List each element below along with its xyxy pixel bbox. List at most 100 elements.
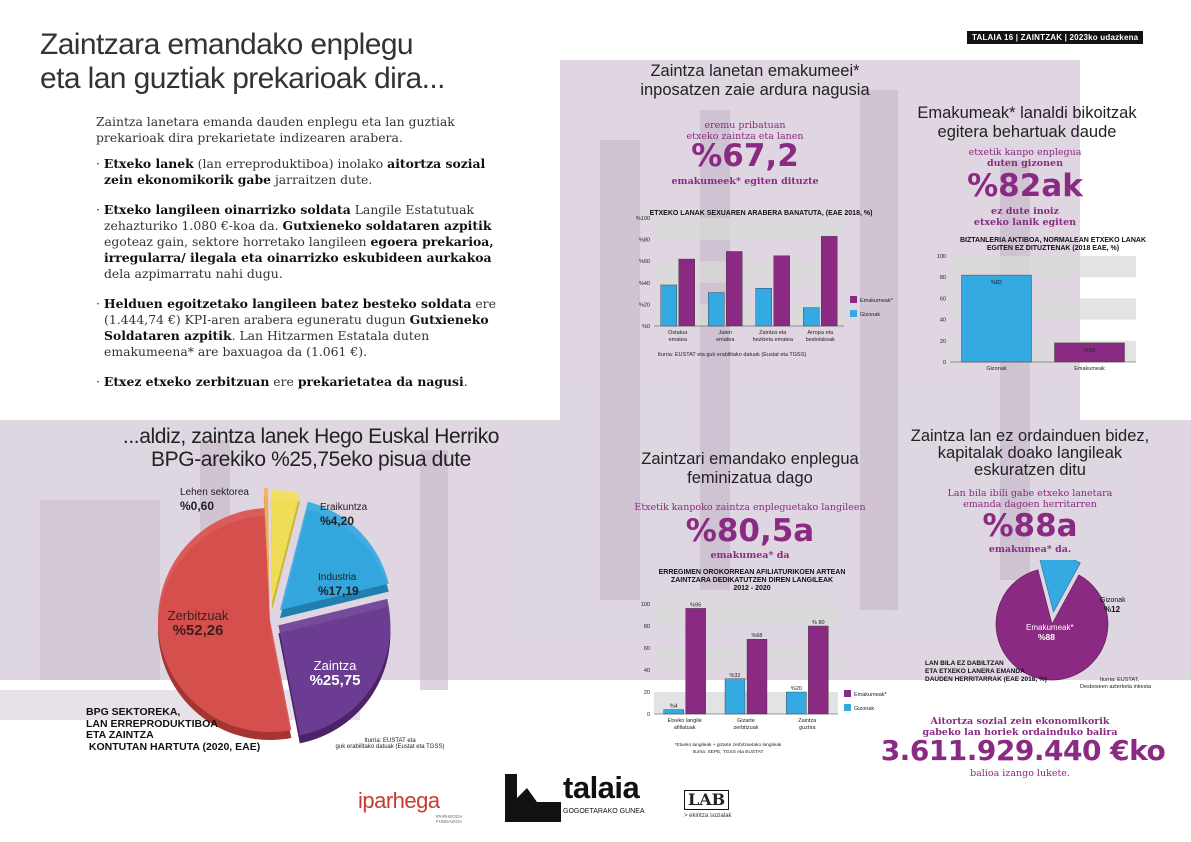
grid-band	[654, 604, 838, 626]
y-tick-label: 100	[937, 254, 946, 260]
pie-section-title: ...aldiz, zaintza lanek Hego Euskal Herr…	[96, 425, 526, 471]
legend-swatch-emakumeak	[844, 690, 851, 697]
chart-source: Iturria: SEPE, TGSS eta EUSTAT	[693, 749, 764, 755]
y-tick-label: 100	[641, 602, 650, 608]
x-category-label: guztira	[799, 725, 816, 731]
bar-gizonak	[660, 284, 677, 327]
unpaid-source-l2: Desboseen azterketa inkesta	[1080, 684, 1151, 690]
text-run: Etxez etxeko zerbitzuan	[103, 374, 270, 389]
talaia-logo: talaia GOGOETARAKO GUNEA	[503, 768, 663, 828]
value-amount: 3.611.929.440 €ko	[880, 734, 1166, 767]
unpaid-source: Iturria: EUSTAT, Desboseen azterketa ink…	[1080, 677, 1151, 691]
unpaid-title-l3: eskuratzen ditu	[974, 461, 1086, 479]
pie-bottom-label-l2: LAN ERREPRODUKTIBOA	[86, 717, 218, 730]
bar-gizonak	[803, 307, 820, 327]
double-shift-sub1: etxetik kanpo enplegua	[968, 147, 1082, 158]
bar-gizonak	[708, 292, 725, 327]
text-run: Helduen egoitzetako langileen batez best…	[103, 296, 472, 311]
x-category-label: hezkieta ematea	[753, 337, 794, 343]
iparhegoa-small-l2: FUNDAZIOA	[436, 819, 463, 824]
double-shift-sub3-l2: etxeko lanik egiten	[973, 217, 1077, 228]
pie-slice-industria	[279, 501, 389, 611]
lab-logo-sub: > ekintza sozialak	[684, 813, 732, 819]
issue-tag: TALAIA 16 | ZAINTZAK | 2023ko udazkena	[967, 31, 1144, 44]
text-run: egoteaz gain, sektore horretako langilee…	[104, 234, 371, 249]
bar-emakumeak	[1054, 342, 1125, 363]
unpaid-sub: Lan bila ibili gabe etxeko lanetara eman…	[930, 488, 1130, 510]
bar-value-label: %18	[1084, 348, 1095, 354]
bar-emakumeak	[746, 638, 768, 715]
bar-emakumeak	[808, 625, 829, 715]
double-shift-title-l2: egitera behartuak daude	[937, 123, 1117, 141]
pie-slice-gizonak	[1039, 560, 1081, 613]
legend-swatch-gizonak	[850, 310, 857, 317]
x-category-label: Etxeko langile	[668, 718, 702, 724]
bar-emakumeak	[821, 236, 838, 327]
women-care-big: %67,2	[691, 138, 799, 174]
y-tick-label: %100	[636, 216, 650, 222]
text-run: .	[463, 374, 468, 389]
text-run: (lan erreproduktiboa) inolako	[193, 156, 388, 171]
x-category-label: Zaintza eta	[759, 330, 787, 336]
y-tick-label: 0	[647, 712, 650, 718]
women-care-sub1: eremu pribatuan	[704, 120, 786, 131]
y-tick-label: 40	[940, 318, 946, 324]
pie-slice-emakumeak	[995, 569, 1109, 681]
double-shift-title-l1: Emakumeak* lanaldi bikoitzak	[917, 104, 1137, 122]
intro-text: Zaintza lanetara emanda dauden enplegu e…	[96, 114, 516, 390]
unpaid-title-l2: kapitalak doako langileak	[937, 444, 1123, 462]
y-tick-label: 60	[940, 296, 946, 302]
bullet-4: · Etxez etxeko zerbitzuan ere prekarieta…	[96, 374, 468, 389]
bar-emakumeak	[678, 258, 695, 327]
y-tick-label: %0	[642, 324, 650, 330]
iparhegoa-logo-small: IPARHEGOA FUNDAZIOA	[358, 814, 462, 824]
y-tick-label: %80	[639, 238, 650, 244]
pie-slice-zerbitzuak	[157, 508, 292, 732]
iparhegoa-logo: iparhega IPARHEGOA FUNDAZIOA	[358, 788, 462, 824]
x-category-label: Arropa eta	[807, 330, 834, 336]
page-title-line2: eta lan guztiak prekarioak dira...	[40, 62, 445, 95]
y-tick-label: 40	[644, 668, 650, 674]
pie-label-value: %0,60	[180, 499, 214, 513]
pie-label-value: %4,20	[320, 514, 354, 528]
text-run: Gutxieneko Soldataren azpitik	[104, 312, 489, 343]
pie-label-name: Lehen sektorea	[180, 487, 249, 498]
pie-slice-zaintza	[278, 598, 391, 736]
double-shift-sub3-l1: ez dute inoiz	[991, 206, 1059, 217]
unpaid-source-l1: Iturria: EUSTAT,	[1100, 677, 1139, 683]
y-tick-label: 80	[940, 275, 946, 281]
text-run: jarraitzen dute.	[271, 172, 373, 187]
legend-label-emakumeak: Emakumeak*	[860, 298, 894, 304]
y-tick-label: 80	[644, 624, 650, 630]
bar-gizonak	[663, 709, 684, 715]
grid-band	[654, 218, 844, 240]
bar-value-label: %20	[791, 686, 802, 692]
value-lead: Aitortza sozial zein ekonomikorik gabeko…	[870, 716, 1170, 738]
unpaid-sub2: emanda dagoen herritarren	[963, 499, 1097, 510]
women-care-title-l2: inposatzen zaie ardura nagusia	[640, 81, 870, 99]
text-run: Langile Estatutuak zehazturiko 1.080 €-k…	[104, 202, 475, 233]
x-category-label: Zaintza	[798, 718, 817, 724]
pie-label-value: %88	[1038, 632, 1055, 642]
pie-label-name: Gizonak	[1100, 597, 1126, 604]
chart-title: 2012 - 2020	[733, 585, 770, 592]
chart-title: ETXEKO LANAK SEXUAREN ARABERA BANATUTA, …	[650, 210, 873, 217]
grid-band	[950, 256, 1136, 278]
bar-gizonak	[755, 287, 772, 327]
x-category-label: bestelakoak	[806, 337, 836, 343]
bar-value-label: % 80	[812, 620, 825, 626]
pie-label-name: Zerbitzuak	[168, 608, 229, 623]
bar-emakumeak	[773, 255, 790, 327]
pie-bottom-label-l1: BPG SEKTOREKA,	[86, 706, 181, 718]
feminized-title-l2: feminizatua dago	[687, 469, 813, 487]
pie-title-line1: ...aldiz, zaintza lanek Hego Euskal Herr…	[122, 425, 500, 448]
chart-title: BIZTANLERIA AKTIBOA, NORMALEAN ETXEKO LA…	[960, 237, 1146, 244]
bar-value-label: %82	[991, 280, 1002, 286]
intro-lead: Zaintza lanetara emanda dauden enplegu e…	[96, 114, 455, 145]
pie-label-value: %25,75	[310, 672, 361, 689]
text-run: dela azpimarratu nahi dugu.	[104, 266, 283, 281]
bullet-1: · Etxeko lanek (lan erreproduktiboa) ino…	[96, 156, 486, 187]
value-lead-l1: Aitortza sozial zein ekonomikorik	[930, 716, 1110, 727]
pie-title-line2: BPG-arekiko %25,75eko pisua dute	[151, 448, 471, 471]
iparhegoa-logo-text: iparheg	[358, 788, 428, 813]
